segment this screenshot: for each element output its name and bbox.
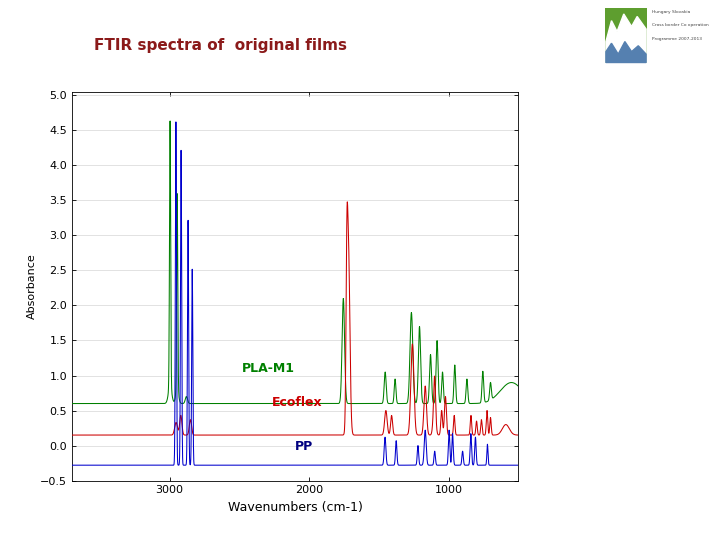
Text: PP: PP	[295, 441, 313, 454]
X-axis label: Wavenumbers (cm-1): Wavenumbers (cm-1)	[228, 501, 363, 514]
Text: Ecoflex: Ecoflex	[271, 396, 322, 409]
Text: Cross border Co operation: Cross border Co operation	[652, 23, 708, 27]
Text: FTIR spectra of  original films: FTIR spectra of original films	[94, 38, 346, 53]
Polygon shape	[606, 14, 646, 63]
Bar	[605, 8, 647, 63]
Text: PLA-M1: PLA-M1	[242, 362, 295, 375]
Text: Hungary Slovakia: Hungary Slovakia	[652, 10, 690, 14]
Y-axis label: Absorbance: Absorbance	[27, 253, 37, 319]
Text: Programme 2007-2013: Programme 2007-2013	[652, 37, 702, 40]
Polygon shape	[606, 42, 646, 63]
